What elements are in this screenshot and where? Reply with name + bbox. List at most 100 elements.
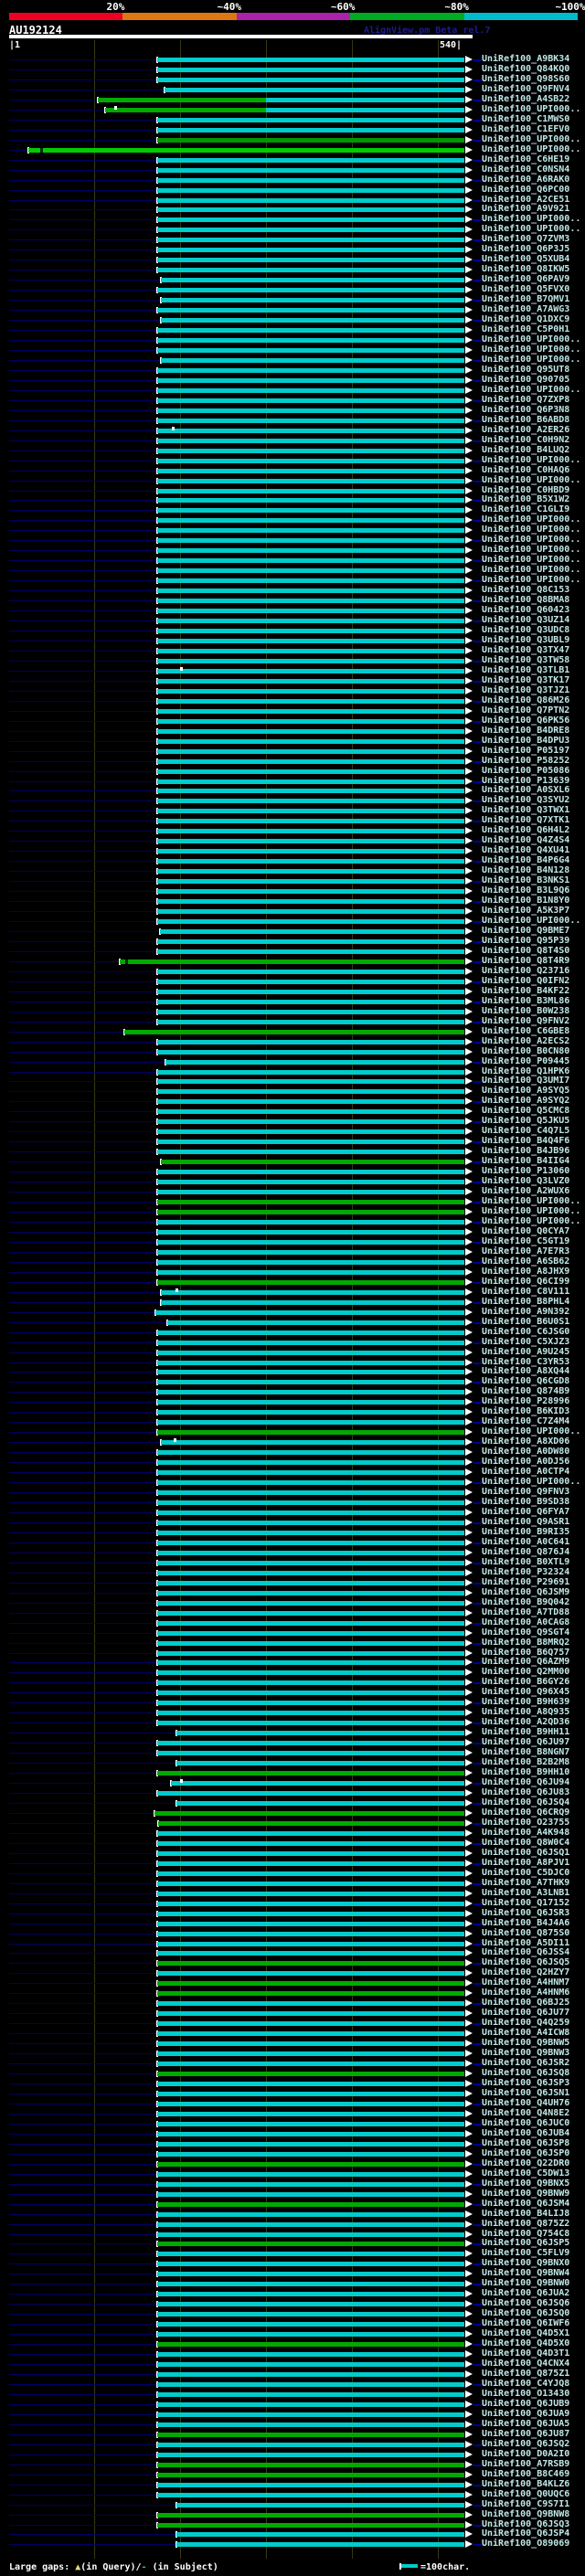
hsp-bar[interactable]	[156, 137, 465, 143]
hsp-bar[interactable]	[156, 398, 465, 403]
subject-label[interactable]: UniRef100_C9S7I1	[482, 2498, 570, 2509]
hsp-bar[interactable]	[156, 2211, 465, 2217]
hsp-bar[interactable]	[156, 1219, 465, 1224]
subject-label[interactable]: UniRef100_Q4D3T1	[482, 2348, 570, 2359]
subject-label[interactable]: UniRef100_Q8IKW5	[482, 264, 570, 275]
hsp-bar[interactable]	[170, 1781, 465, 1786]
subject-label[interactable]: UniRef100_Q6H4L2	[482, 825, 570, 836]
subject-label[interactable]: UniRef100_A4HNM6	[482, 1988, 570, 1998]
subject-label[interactable]: UniRef100_A6RAK0	[482, 174, 570, 185]
hsp-bar[interactable]	[156, 1751, 465, 1756]
hsp-bar[interactable]	[154, 1810, 465, 1816]
subject-label[interactable]: UniRef100_B4LIJ8	[482, 2208, 570, 2219]
subject-label[interactable]: UniRef100_A9U245	[482, 1346, 570, 1357]
hsp-bar[interactable]	[156, 2302, 465, 2307]
hsp-bar[interactable]	[156, 478, 465, 483]
subject-label[interactable]: UniRef100_Q3TLB1	[482, 664, 570, 675]
hsp-bar[interactable]	[156, 708, 465, 714]
subject-label[interactable]: UniRef100_UPI000..	[482, 575, 581, 586]
subject-label[interactable]: UniRef100_Q6JSP0	[482, 2147, 570, 2158]
subject-label[interactable]: UniRef100_C5DJC0	[482, 1867, 570, 1878]
subject-label[interactable]: UniRef100_Q6JSS4	[482, 1947, 570, 1958]
hsp-bar[interactable]	[156, 748, 465, 754]
hsp-bar[interactable]	[156, 177, 465, 183]
subject-label[interactable]: UniRef100_B9SD38	[482, 1497, 570, 1508]
hsp-bar[interactable]	[161, 1440, 465, 1446]
subject-label[interactable]: UniRef100_Q9FNV4	[482, 83, 570, 94]
hsp-bar[interactable]	[156, 1190, 465, 1195]
subject-label[interactable]: UniRef100_C0HAQ6	[482, 464, 570, 475]
subject-label[interactable]: UniRef100_B7QMV1	[482, 294, 570, 305]
hsp-bar[interactable]	[156, 217, 465, 223]
subject-label[interactable]: UniRef100_B8NGN7	[482, 1747, 570, 1758]
hsp-bar[interactable]	[176, 2532, 465, 2538]
subject-label[interactable]: UniRef100_Q1DXC9	[482, 314, 570, 325]
hsp-bar[interactable]	[156, 1951, 465, 1956]
hsp-bar[interactable]	[156, 1470, 465, 1476]
subject-label[interactable]: UniRef100_UPI000..	[482, 555, 581, 566]
hsp-bar[interactable]	[156, 1420, 465, 1426]
subject-label[interactable]: UniRef100_Q754C8	[482, 2228, 570, 2239]
subject-label[interactable]: UniRef100_C1GLI9	[482, 504, 570, 515]
subject-label[interactable]: UniRef100_O23755	[482, 1817, 570, 1828]
hsp-bar[interactable]	[156, 1771, 465, 1776]
subject-label[interactable]: UniRef100_A9SYQ2	[482, 1096, 570, 1107]
hsp-bar[interactable]	[156, 909, 465, 915]
subject-label[interactable]: UniRef100_A9N392	[482, 1306, 570, 1317]
subject-label[interactable]: UniRef100_Q6BJ25	[482, 1998, 570, 2009]
subject-label[interactable]: UniRef100_C7Z4M4	[482, 1416, 570, 1427]
hsp-bar[interactable]	[160, 298, 465, 303]
subject-label[interactable]: UniRef100_C0H9N2	[482, 434, 570, 445]
subject-label[interactable]: UniRef100_Q84KQ0	[482, 63, 570, 74]
subject-label[interactable]: UniRef100_UPI000..	[482, 334, 581, 345]
hsp-bar[interactable]	[156, 2021, 465, 2027]
subject-label[interactable]: UniRef100_C3YR53	[482, 1356, 570, 1367]
subject-label[interactable]: UniRef100_Q6CRQ9	[482, 1807, 570, 1818]
hsp-bar[interactable]	[156, 1009, 465, 1014]
subject-label[interactable]: UniRef100_A8JHX9	[482, 1266, 570, 1277]
hsp-bar[interactable]	[156, 538, 465, 544]
subject-label[interactable]: UniRef100_B6ABD8	[482, 414, 570, 425]
hsp-bar[interactable]	[156, 1741, 465, 1746]
hsp-bar[interactable]	[156, 1099, 465, 1105]
subject-label[interactable]: UniRef100_UPI000..	[482, 916, 581, 927]
hsp-bar[interactable]	[156, 1530, 465, 1535]
hsp-bar[interactable]	[156, 588, 465, 594]
subject-label[interactable]: UniRef100_Q6JSP4	[482, 2528, 570, 2539]
subject-label[interactable]: UniRef100_UPI000..	[482, 1477, 581, 1488]
subject-label[interactable]: UniRef100_B8MRQ2	[482, 1637, 570, 1648]
subject-label[interactable]: UniRef100_Q6JSR3	[482, 1907, 570, 1918]
subject-label[interactable]: UniRef100_UPI000..	[482, 224, 581, 235]
hsp-bar[interactable]	[156, 207, 465, 213]
hsp-bar[interactable]	[156, 1350, 465, 1355]
hsp-bar[interactable]	[156, 1360, 465, 1365]
subject-label[interactable]: UniRef100_P13639	[482, 775, 570, 786]
hsp-bar[interactable]	[156, 1269, 465, 1275]
hsp-bar[interactable]	[156, 2101, 465, 2106]
hsp-bar[interactable]	[176, 2502, 465, 2507]
subject-label[interactable]: UniRef100_Q6IWF6	[482, 2318, 570, 2329]
subject-label[interactable]: UniRef100_UPI000..	[482, 1206, 581, 1217]
subject-label[interactable]: UniRef100_Q9BME7	[482, 925, 570, 936]
subject-label[interactable]: UniRef100_Q4UH76	[482, 2097, 570, 2108]
subject-label[interactable]: UniRef100_UPI000..	[482, 454, 581, 465]
subject-label[interactable]: UniRef100_B4N128	[482, 865, 570, 876]
subject-label[interactable]: UniRef100_Q6JUA2	[482, 2288, 570, 2299]
hsp-bar[interactable]	[156, 638, 465, 643]
subject-label[interactable]: UniRef100_A2QD36	[482, 1717, 570, 1728]
subject-label[interactable]: UniRef100_O89069	[482, 2539, 570, 2549]
hsp-bar[interactable]	[156, 1560, 465, 1565]
hsp-bar[interactable]	[156, 1921, 465, 1926]
hsp-bar[interactable]	[156, 367, 465, 373]
subject-label[interactable]: UniRef100_Q6CGD8	[482, 1376, 570, 1387]
subject-label[interactable]: UniRef100_Q6FYA7	[482, 1506, 570, 1517]
hsp-bar[interactable]	[156, 1981, 465, 1987]
hsp-bar[interactable]	[156, 2391, 465, 2397]
subject-label[interactable]: UniRef100_B4P6G4	[482, 855, 570, 866]
subject-label[interactable]: UniRef100_UPI000..	[482, 545, 581, 556]
subject-label[interactable]: UniRef100_Q7ZVM3	[482, 234, 570, 245]
hsp-bar[interactable]	[156, 248, 465, 253]
hsp-bar[interactable]	[156, 2412, 465, 2417]
subject-label[interactable]: UniRef100_Q6JSP8	[482, 2137, 570, 2148]
hsp-bar[interactable]	[157, 1820, 465, 1826]
